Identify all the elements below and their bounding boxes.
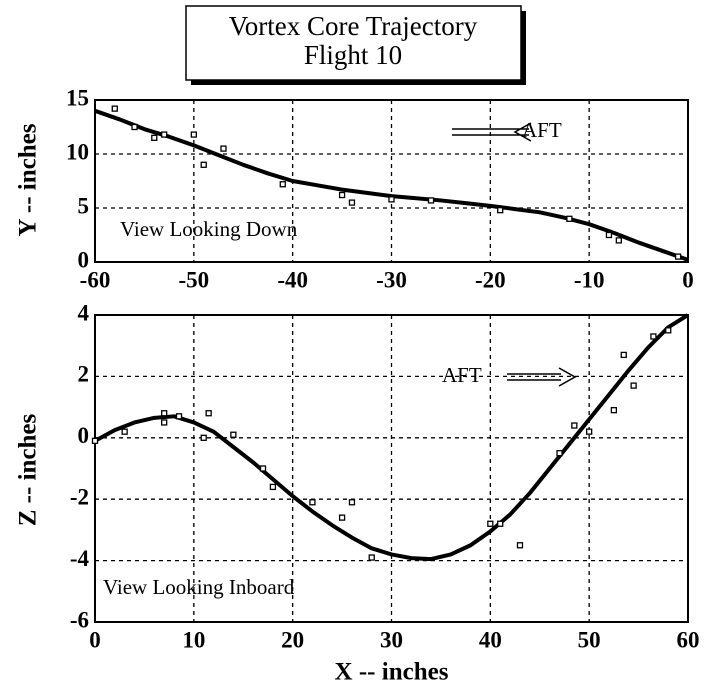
data-point bbox=[338, 514, 346, 521]
trajectory-line bbox=[94, 108, 689, 262]
x-tick-label: -60 bbox=[80, 267, 111, 292]
x-tick-label: 50 bbox=[578, 627, 601, 652]
trajectory-line bbox=[94, 313, 690, 562]
data-point bbox=[674, 253, 682, 260]
x-tick-label: 20 bbox=[281, 627, 304, 652]
data-point bbox=[497, 207, 504, 214]
data-point bbox=[615, 237, 622, 244]
annotation: View Looking Inboard bbox=[103, 575, 295, 599]
data-point bbox=[161, 131, 168, 138]
data-point bbox=[487, 520, 494, 527]
x-tick-label: 30 bbox=[380, 627, 403, 652]
data-point bbox=[161, 419, 168, 426]
data-point bbox=[200, 161, 207, 168]
plot-frame bbox=[94, 314, 689, 623]
data-point bbox=[605, 231, 613, 239]
data-point bbox=[650, 333, 657, 340]
x-tick-label: 40 bbox=[479, 627, 502, 652]
data-point bbox=[190, 131, 197, 138]
data-point bbox=[131, 123, 138, 131]
x-tick-label: -20 bbox=[475, 267, 506, 292]
data-point bbox=[121, 428, 128, 435]
data-point bbox=[151, 134, 158, 141]
x-tick-label: -10 bbox=[574, 267, 605, 292]
y-tick-label: 2 bbox=[78, 362, 90, 387]
y-axis-label: Y -- inches bbox=[15, 123, 42, 236]
data-point bbox=[348, 499, 356, 506]
x-tick-label: 0 bbox=[89, 627, 101, 652]
annotation: AFT bbox=[522, 118, 562, 142]
data-point bbox=[665, 327, 672, 334]
y-tick-label: 5 bbox=[78, 193, 90, 218]
annotation: View Looking Down bbox=[120, 217, 298, 241]
annotation: AFT bbox=[442, 363, 482, 387]
x-tick-label: 10 bbox=[182, 627, 205, 652]
data-point bbox=[388, 196, 395, 203]
data-point bbox=[269, 483, 277, 491]
x-tick-label: 0 bbox=[682, 267, 694, 292]
x-tick-label: -40 bbox=[277, 267, 308, 292]
y-tick-label: 4 bbox=[78, 300, 90, 325]
y-tick-label: -4 bbox=[70, 546, 90, 571]
data-point bbox=[205, 410, 212, 417]
data-point bbox=[368, 554, 375, 561]
data-point bbox=[620, 351, 627, 359]
y-tick-label: 0 bbox=[78, 247, 90, 272]
data-point bbox=[200, 434, 207, 441]
data-point bbox=[259, 465, 267, 472]
data-point bbox=[111, 105, 118, 112]
y-tick-label: 0 bbox=[78, 423, 90, 448]
data-point bbox=[556, 449, 563, 457]
direction-arrow bbox=[507, 367, 577, 387]
direction-arrow bbox=[452, 122, 532, 142]
data-point bbox=[516, 542, 524, 549]
data-point bbox=[91, 437, 99, 445]
data-point bbox=[427, 197, 435, 204]
data-point bbox=[161, 410, 168, 417]
data-point bbox=[220, 145, 227, 152]
data-point bbox=[175, 413, 183, 420]
y-tick-label: 10 bbox=[66, 139, 89, 164]
y-tick-label: 15 bbox=[66, 85, 89, 110]
title-line: Vortex Core Trajectory bbox=[229, 11, 478, 41]
data-point bbox=[586, 428, 593, 435]
data-point bbox=[630, 382, 637, 389]
data-point bbox=[497, 520, 504, 527]
title-box bbox=[185, 5, 522, 81]
x-tick-label: 60 bbox=[677, 627, 700, 652]
data-point bbox=[566, 215, 573, 222]
title-line: Flight 10 bbox=[304, 40, 402, 70]
data-point bbox=[571, 422, 578, 429]
data-point bbox=[230, 431, 237, 438]
plot-frame bbox=[94, 99, 689, 263]
y-axis-label: Z -- inches bbox=[15, 413, 42, 526]
x-axis-label: X -- inches bbox=[335, 659, 449, 686]
data-point bbox=[309, 499, 316, 506]
x-tick-label: -50 bbox=[178, 267, 209, 292]
y-tick-label: -2 bbox=[70, 484, 89, 509]
y-tick-label: -6 bbox=[70, 607, 89, 632]
data-point bbox=[610, 407, 618, 414]
data-point bbox=[338, 191, 346, 199]
data-point bbox=[279, 181, 286, 188]
data-point bbox=[348, 199, 356, 206]
x-tick-label: -30 bbox=[376, 267, 407, 292]
